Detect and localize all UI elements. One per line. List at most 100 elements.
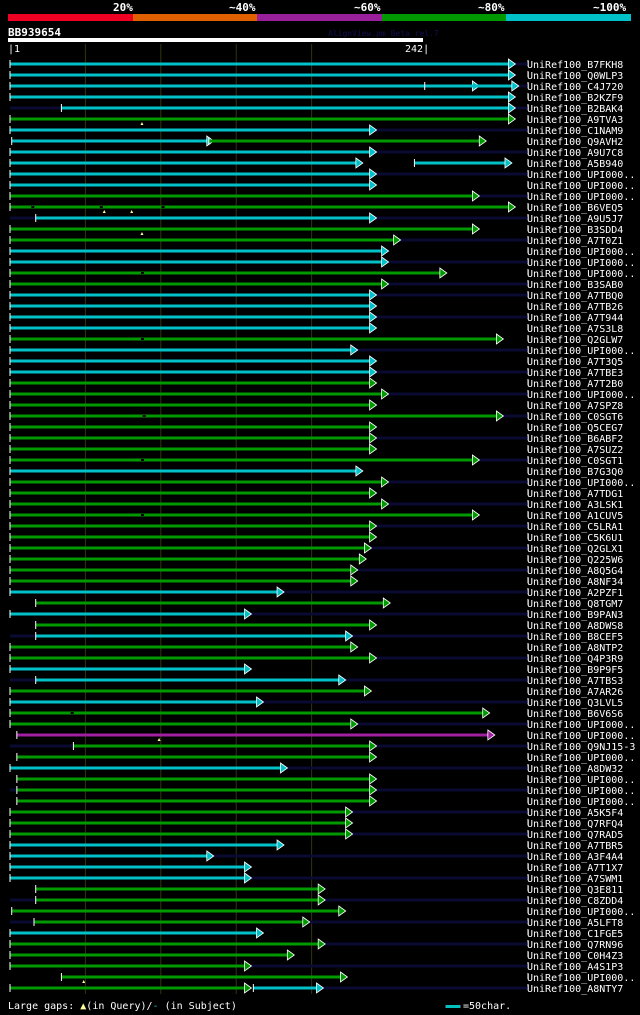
- subject-label: UniRef100_Q5CEG7: [527, 423, 623, 434]
- subject-label: UniRef100_UPI000..: [527, 973, 635, 984]
- bar-end-arrow: [369, 487, 378, 499]
- query-gap-marker: [102, 210, 106, 213]
- bar-end-arrow: [244, 608, 253, 620]
- subject-label: UniRef100_C0H4Z3: [527, 951, 623, 962]
- subject-label: UniRef100_A7TBS3: [527, 676, 623, 687]
- bar-end-arrow: [507, 91, 517, 103]
- subject-label: UniRef100_Q9AVH2: [527, 137, 623, 148]
- bar-end-arrow: [244, 663, 253, 675]
- ruler-start-label: |1: [8, 44, 21, 55]
- bar-end-arrow: [382, 597, 391, 609]
- subject-label: UniRef100_A7S3L8: [527, 324, 623, 335]
- bar-end-arrow: [369, 432, 378, 444]
- subject-label: UniRef100_Q2GLW7: [527, 335, 623, 346]
- subject-label: UniRef100_A1CUV5: [527, 511, 623, 522]
- bar-end-arrow: [472, 509, 481, 521]
- subject-label: UniRef100_A9U7C8: [527, 148, 623, 159]
- bar-end-arrow: [317, 894, 326, 906]
- identity-swatch-1: [8, 14, 133, 21]
- subject-gap-marker: [161, 206, 165, 208]
- bar-end-arrow: [350, 344, 359, 356]
- bar-end-arrow: [381, 476, 390, 488]
- bar-end-arrow: [317, 883, 326, 895]
- subject-label: UniRef100_A2PZF1: [527, 588, 623, 599]
- bar-end-arrow: [369, 168, 378, 180]
- subject-label: UniRef100_B9PAN3: [527, 610, 623, 621]
- subject-gap-marker: [70, 712, 74, 714]
- bar-end-arrow: [369, 179, 378, 191]
- subject-gap-marker: [140, 459, 144, 461]
- subject-label: UniRef100_C8ZDD4: [527, 896, 623, 907]
- subject-label: UniRef100_B7FKH8: [527, 60, 623, 71]
- query-gap-icon: ▲: [80, 1001, 87, 1012]
- subject-label: UniRef100_Q7RFQ4: [527, 819, 623, 830]
- bar-end-arrow: [350, 718, 359, 730]
- bar-end-arrow: [286, 949, 296, 961]
- subject-label: UniRef100_A7TBE3: [527, 368, 623, 379]
- identity-color-legend: [8, 14, 631, 21]
- query-gap-marker: [157, 738, 161, 741]
- subject-label: UniRef100_B7G3Q0: [527, 467, 623, 478]
- subject-label: UniRef100_C0SGT6: [527, 412, 623, 423]
- bar-end-arrow: [355, 465, 364, 477]
- subject-label: UniRef100_B2BAK4: [527, 104, 623, 115]
- bar-end-arrow: [256, 927, 265, 939]
- subject-label: UniRef100_Q3E811: [527, 885, 623, 896]
- subject-label: UniRef100_C1NAM9: [527, 126, 623, 137]
- bar-end-arrow: [369, 520, 378, 532]
- subject-label: UniRef100_UPI000..: [527, 346, 635, 357]
- bar-end-arrow: [350, 641, 359, 653]
- bar-end-arrow: [369, 322, 378, 334]
- bar-end-arrow: [487, 729, 496, 741]
- bar-end-arrow: [280, 762, 289, 774]
- bar-end-arrow: [256, 696, 265, 708]
- subject-label: UniRef100_Q4P3R9: [527, 654, 623, 665]
- subject-label: UniRef100_Q9NJ15-3: [527, 742, 635, 753]
- subject-label: UniRef100_A8DWS8: [527, 621, 623, 632]
- subject-label: UniRef100_A7AR26: [527, 687, 623, 698]
- subject-label: UniRef100_Q3LVL5: [527, 698, 623, 709]
- bar-end-arrow: [350, 575, 359, 587]
- bar-end-arrow: [206, 850, 215, 862]
- bar-end-arrow: [369, 652, 378, 664]
- bar-end-arrow: [244, 960, 253, 972]
- bar-end-arrow: [507, 102, 517, 114]
- bar-end-arrow: [381, 498, 390, 510]
- query-gap-marker: [140, 232, 144, 235]
- identity-swatch-2: [132, 14, 258, 21]
- subject-label: UniRef100_UPI000..: [527, 720, 635, 731]
- subject-label: UniRef100_B6V6S6: [527, 709, 623, 720]
- subject-label: UniRef100_A8NTP2: [527, 643, 623, 654]
- bar-end-arrow: [482, 707, 491, 719]
- subject-label: UniRef100_A7T1X7: [527, 863, 623, 874]
- bar-end-arrow: [472, 190, 481, 202]
- query-ruler: [8, 38, 423, 42]
- subject-label: UniRef100_C1FGE5: [527, 929, 623, 940]
- bar-end-arrow: [381, 278, 390, 290]
- subject-label: UniRef100_A7TB26: [527, 302, 623, 313]
- bar-end-arrow: [496, 333, 505, 345]
- identity-swatch-4: [381, 14, 507, 21]
- bar-end-arrow: [345, 630, 354, 642]
- bar-end-arrow: [345, 817, 354, 829]
- subject-label: UniRef100_UPI000..: [527, 181, 635, 192]
- identity-label-80: ~80%: [478, 1, 505, 14]
- query-name: BB939654: [8, 26, 61, 39]
- bar-end-arrow: [369, 311, 378, 323]
- subject-label: UniRef100_UPI000..: [527, 786, 635, 797]
- bar-end-arrow: [244, 982, 253, 994]
- subject-label: UniRef100_A7SUZ2: [527, 445, 623, 456]
- ruler-end-label: 242|: [405, 44, 430, 55]
- bar-end-arrow: [345, 828, 354, 840]
- subject-label: UniRef100_A8NTY7: [527, 984, 623, 995]
- bar-end-arrow: [369, 377, 378, 389]
- subject-label: UniRef100_A8Q5G4: [527, 566, 623, 577]
- bar-end-arrow: [369, 421, 378, 433]
- gaps-label: Large gaps:: [8, 1001, 75, 1012]
- bar-end-arrow: [276, 586, 285, 598]
- subject-label: UniRef100_UPI000..: [527, 170, 635, 181]
- bar-end-arrow: [358, 553, 367, 565]
- bar-end-arrow: [507, 113, 517, 125]
- bar-end-arrow: [317, 938, 326, 950]
